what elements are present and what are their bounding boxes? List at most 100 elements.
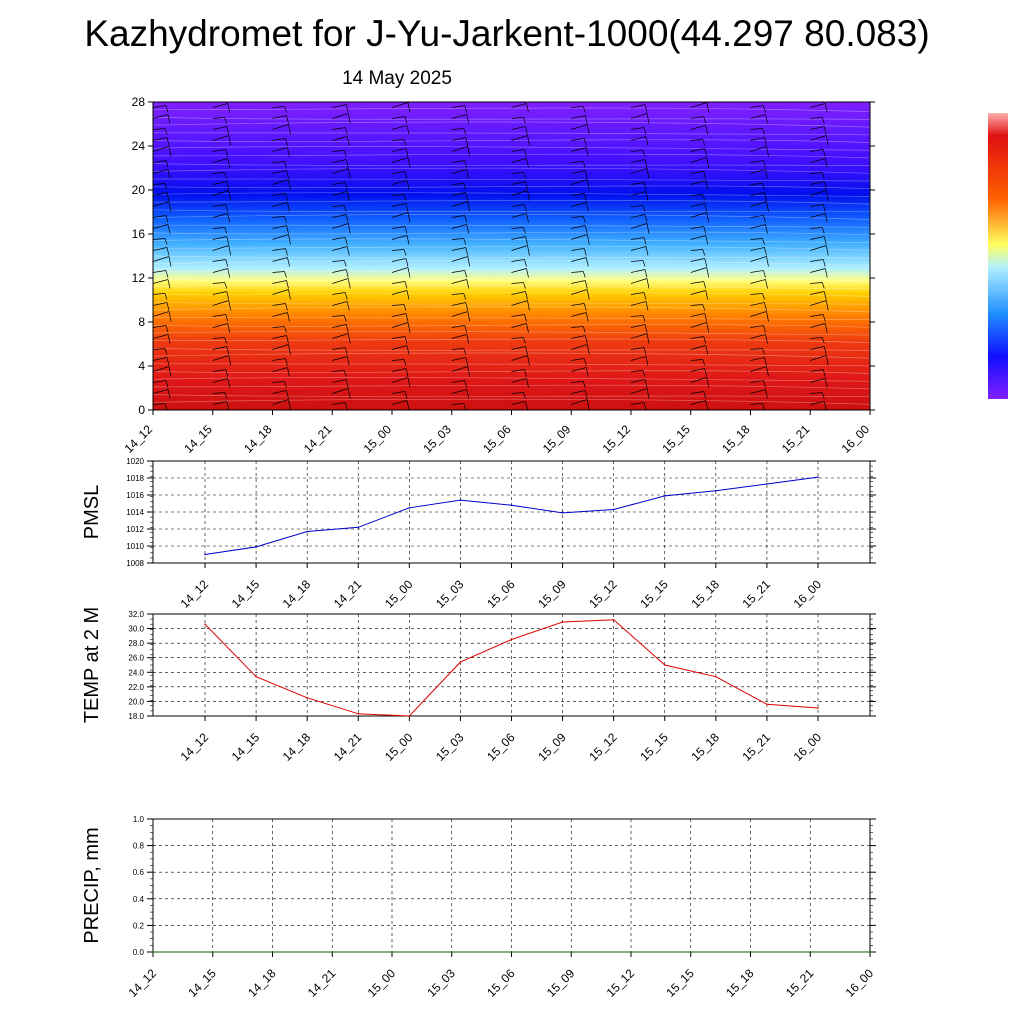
wind-barb (825, 245, 829, 256)
wind-barb (645, 301, 649, 311)
wind-barb (153, 325, 167, 328)
wind-barb (810, 204, 824, 207)
wind-barb (407, 157, 411, 168)
wind-barb (821, 172, 825, 179)
wind-barb (391, 258, 407, 262)
x-tick-label: 15_09 (540, 422, 574, 456)
data-point (570, 951, 573, 953)
wind-barb (288, 399, 291, 410)
wind-barb (585, 202, 589, 212)
wind-barb (347, 388, 351, 399)
wind-barb (288, 234, 291, 245)
x-tick-label: 15_21 (779, 422, 813, 456)
wind-barb (272, 399, 289, 405)
wind-barb (168, 146, 172, 157)
x-tick-label: 15_03 (424, 966, 458, 1000)
wind-barb (212, 378, 228, 383)
x-tick-label: 15_09 (535, 577, 569, 611)
wind-barb (153, 201, 170, 207)
wind-barb (343, 260, 347, 267)
wind-barb (272, 138, 286, 141)
wind-barb (332, 379, 347, 383)
wind-barb (764, 247, 767, 256)
wind-barb (523, 117, 526, 124)
data-point (255, 546, 257, 548)
wind-barb (705, 345, 709, 355)
wind-barb (750, 348, 763, 350)
wind-barb (451, 192, 466, 196)
wind-barb (884, 116, 886, 124)
wind-barb (224, 392, 228, 399)
wind-barb (272, 390, 287, 394)
y-tick-label: 12 (132, 271, 146, 285)
wind-barb (586, 179, 590, 190)
y-tick-label: 28.0 (128, 639, 144, 648)
wind-barb (690, 102, 707, 108)
wind-barb (287, 312, 290, 322)
wind-barb (272, 202, 288, 207)
x-tick-label: 15_12 (586, 730, 620, 764)
wind-barb (765, 279, 768, 289)
wind-barb (344, 347, 348, 355)
wind-barb (465, 302, 469, 311)
wind-barb (763, 215, 766, 223)
y-tick-label: 0.6 (133, 868, 145, 877)
wind-barb (212, 190, 229, 196)
contour-line (153, 146, 870, 151)
wind-barb (766, 311, 769, 322)
wind-barb (810, 236, 825, 240)
contour-line (153, 163, 870, 166)
x-tick-label: 15_06 (484, 730, 518, 764)
x-tick-label: 15_15 (663, 966, 697, 1000)
y-axis-label: PRECIP, mm (81, 827, 103, 943)
wind-barb (705, 290, 709, 300)
wind-barb (630, 246, 647, 251)
contour-line (153, 231, 870, 236)
wind-barb (288, 289, 291, 300)
wind-barb (511, 190, 528, 196)
wind-barb (332, 333, 349, 339)
y-tick-label: 1012 (126, 525, 144, 534)
wind-barb (407, 212, 411, 223)
wind-barb (705, 125, 709, 135)
wind-barb (810, 392, 823, 394)
y-tick-label: 26.0 (128, 654, 144, 663)
wind-barb (646, 388, 650, 399)
wind-barb (883, 194, 885, 201)
wind-barb (869, 107, 870, 108)
wind-barb (391, 336, 406, 339)
wind-barb (391, 180, 408, 185)
wind-barb (226, 126, 230, 135)
wind-barb (344, 237, 348, 245)
wind-barb (630, 191, 647, 196)
wind-barb (153, 293, 166, 295)
wind-barb (404, 116, 408, 124)
wind-barb (810, 172, 823, 174)
wind-barb (523, 392, 526, 399)
data-point (408, 506, 411, 509)
x-tick-label: 15_09 (535, 730, 569, 764)
wind-barb (332, 278, 349, 284)
wind-barb (810, 369, 824, 372)
wind-barb (404, 226, 408, 234)
wind-barb (630, 269, 646, 273)
wind-barb (167, 114, 171, 124)
wind-barb (524, 314, 527, 322)
wind-barb (212, 392, 225, 394)
wind-barb (690, 345, 706, 350)
wind-barb (583, 138, 587, 146)
wind-barb (869, 294, 870, 295)
wind-barb (869, 393, 870, 394)
x-tick-label: 15_09 (544, 966, 578, 1000)
wind-barb (272, 170, 287, 174)
wind-barb (466, 389, 470, 399)
wind-barb (511, 282, 524, 284)
wind-barb (821, 337, 825, 344)
wind-barb (467, 146, 471, 157)
wind-barb (227, 268, 231, 278)
wind-barb (750, 403, 763, 405)
wind-barb (153, 366, 170, 372)
x-tick-label: 15_00 (365, 966, 399, 1000)
contour-line (153, 317, 870, 320)
wind-barb (463, 183, 467, 190)
